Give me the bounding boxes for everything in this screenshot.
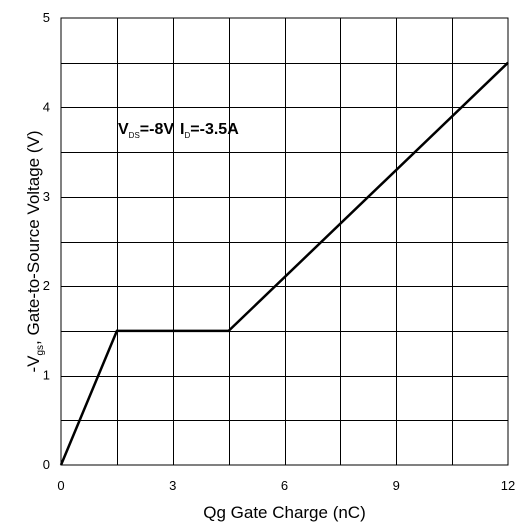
x-tick-label: 9 [393,478,400,493]
x-tick-label: 6 [281,478,288,493]
series-layer [59,61,509,466]
x-tick-label: 0 [57,478,64,493]
y-tick-label: 5 [43,10,50,25]
y-tick-label: 4 [43,99,50,114]
series-line [59,61,509,466]
x-tick-label: 3 [169,478,176,493]
y-axis-label: -Vgs, Gate-to-Source Voltage (V) [24,130,46,372]
x-tick-labels: 0 3 6 9 12 [57,478,515,493]
vds-symbol: V [118,121,129,138]
y-tick-label: 1 [43,368,50,383]
id-symbol: I [180,121,184,138]
y-axis-label-prefix: -V [24,355,43,373]
test-condition-annotation: VDS=-8V ID=-3.5A [118,121,239,140]
y-axis-label-subscript: gs [35,345,46,356]
y-tick-label: 3 [43,189,50,204]
vds-subscript: DS [129,131,140,140]
x-axis-label: Qg Gate Charge (nC) [203,503,366,522]
id-value: =-3.5A [190,121,239,138]
y-tick-label: 0 [43,457,50,472]
y-tick-label: 2 [43,278,50,293]
plot-frame [60,17,509,466]
id-subscript: D [185,131,191,140]
x-tick-label: 12 [501,478,515,493]
y-axis-label-suffix: , Gate-to-Source Voltage (V) [24,130,43,345]
vds-value: =-8V [140,121,175,138]
y-tick-labels: 0 1 2 3 4 5 [43,10,50,472]
grid-lines [61,18,508,465]
